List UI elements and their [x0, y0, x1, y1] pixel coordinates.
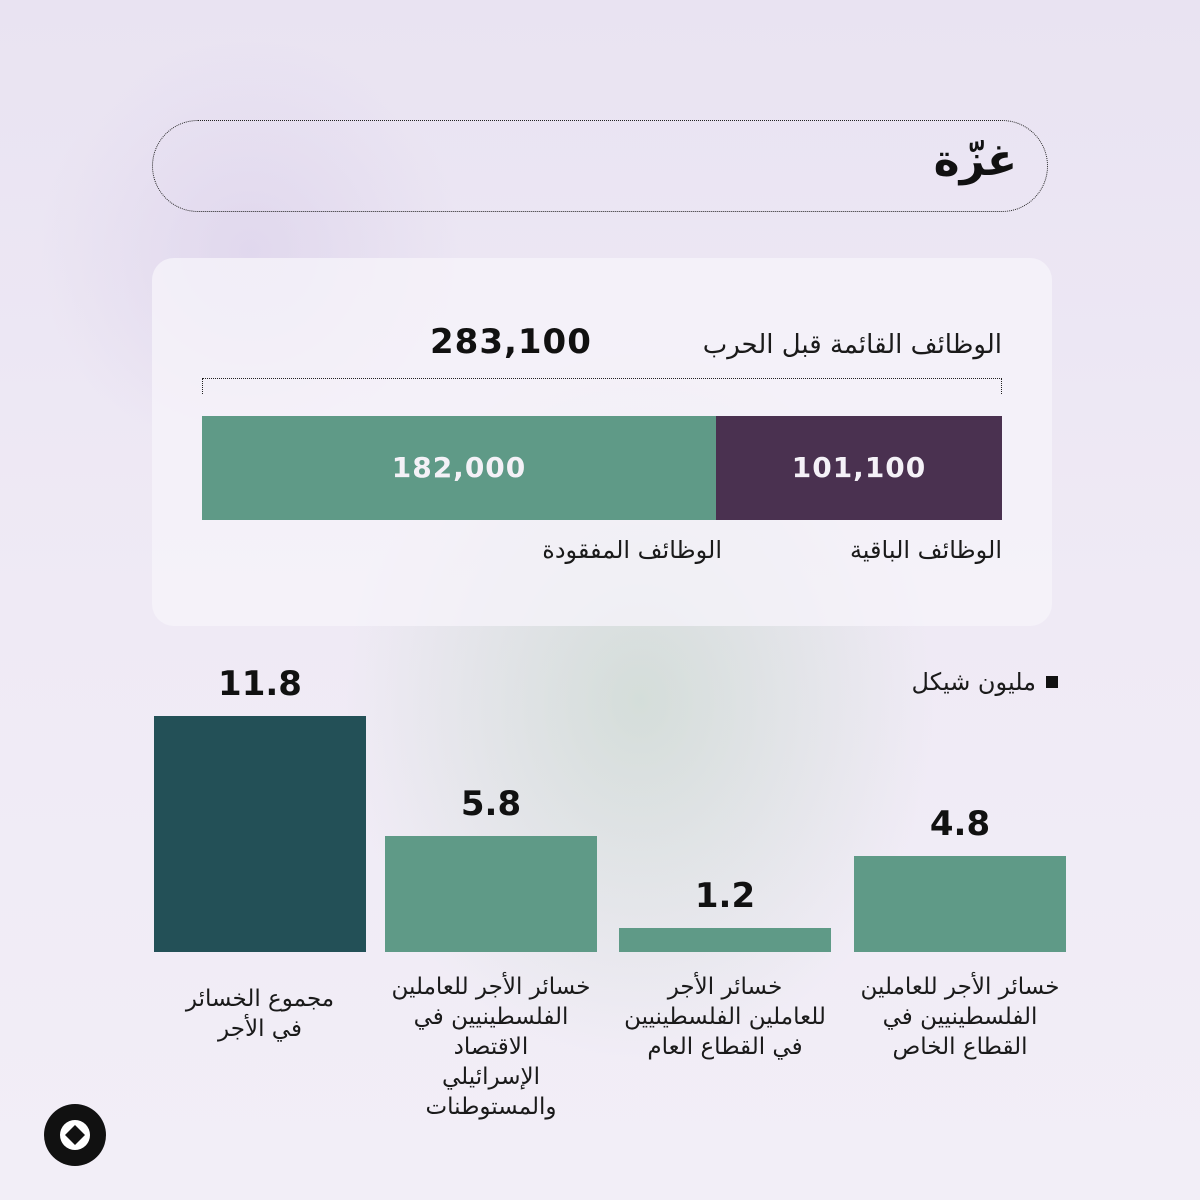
bar-lost-jobs: 182,000: [202, 416, 716, 520]
wage-loss-value-label: 5.8: [460, 784, 522, 824]
lost-jobs-value: 182,000: [391, 451, 527, 484]
remaining-jobs-label: الوظائف الباقية: [849, 536, 1002, 564]
wage-loss-category-label: خسائر الأجر للعاملين الفلسطينيين في القطاع…: [607, 972, 843, 1062]
bar-remaining-jobs: 101,100: [716, 416, 1002, 520]
category-label-line: خسائر الأجر للعاملين: [391, 974, 591, 1000]
lost-jobs-label: الوظائف المفقودة: [542, 536, 722, 564]
category-label-line: في الأجر: [218, 1016, 302, 1042]
wage-loss-category-label: خسائر الأجر للعاملين الفلسطينيين في الاقت…: [373, 972, 609, 1122]
wage-loss-category-label: خسائر الأجر للعاملين الفلسطينيين في القطاع…: [842, 972, 1078, 1062]
category-label-line: الفلسطينيين في الاقتصاد: [413, 1004, 569, 1060]
category-label-line: للعاملين الفلسطينيين: [624, 1004, 826, 1030]
category-label-line: خسائر الأجر: [667, 974, 783, 1000]
category-label-line: الفلسطينيين في: [882, 1004, 1038, 1030]
category-label-line: خسائر الأجر للعاملين: [860, 974, 1060, 1000]
total-jobs-label: الوظائف القائمة قبل الحرب: [702, 330, 1002, 360]
wage-loss-bar: [154, 716, 366, 952]
remaining-jobs-value: 101,100: [791, 451, 927, 484]
legend-swatch: [1046, 676, 1058, 688]
page-title: غزّة: [933, 135, 1017, 186]
brand-logo: [44, 1104, 106, 1166]
title-pill: غزّة: [152, 120, 1048, 212]
total-jobs-value: 283,100: [430, 322, 592, 362]
wage-loss-value-label: 4.8: [929, 804, 991, 844]
wage-loss-value-label: 1.2: [694, 876, 756, 916]
wage-loss-category-label: مجموع الخسائر في الأجر: [142, 984, 378, 1044]
wage-loss-bar: [385, 836, 597, 952]
category-label-line: في القطاع العام: [647, 1034, 803, 1060]
wage-loss-value-label: 11.8: [218, 664, 302, 704]
category-label-line: مجموع الخسائر: [185, 986, 335, 1012]
wage-loss-bar: [854, 856, 1066, 952]
wage-loss-bar: [619, 928, 831, 952]
category-label-line: القطاع الخاص: [892, 1034, 1028, 1060]
logo-mark-icon: [60, 1120, 90, 1150]
legend-label: مليون شيكل: [911, 668, 1036, 696]
legend: مليون شيكل: [912, 668, 1058, 696]
category-label-line: الإسرائيلي والمستوطنات: [425, 1064, 557, 1120]
total-bracket: [202, 378, 1002, 394]
